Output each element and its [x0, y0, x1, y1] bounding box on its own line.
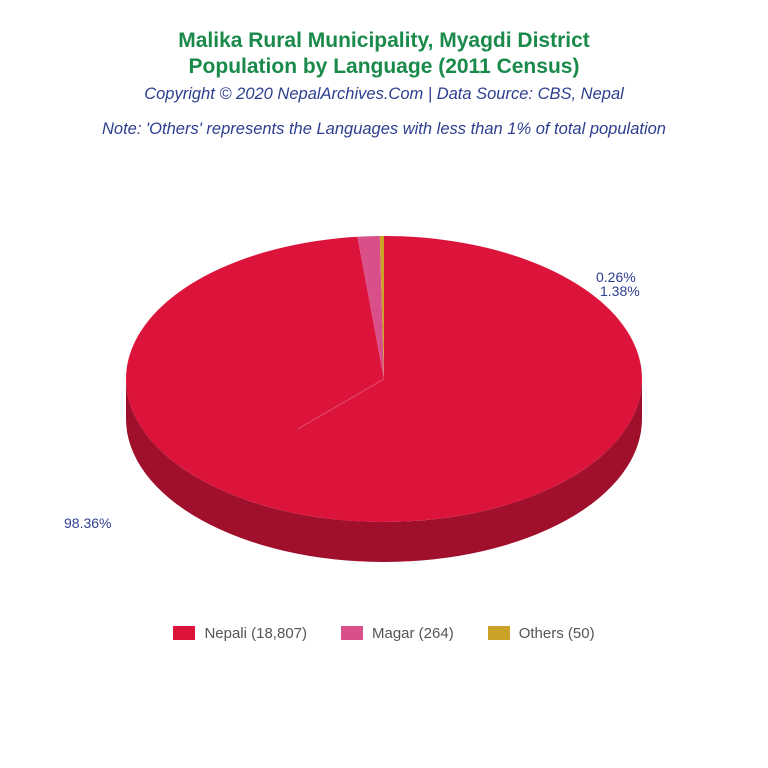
chart-container: Malika Rural Municipality, Myagdi Distri… — [0, 0, 768, 768]
chart-note: Note: 'Others' represents the Languages … — [102, 120, 666, 139]
legend-label: Nepali (18,807) — [204, 625, 307, 642]
legend-swatch — [488, 626, 510, 640]
legend-label: Others (50) — [519, 625, 595, 642]
chart-title-line2: Population by Language (2011 Census) — [189, 54, 580, 80]
pie-svg — [84, 179, 684, 599]
chart-title-line1: Malika Rural Municipality, Myagdi Distri… — [178, 28, 590, 54]
legend-swatch — [341, 626, 363, 640]
legend-item: Nepali (18,807) — [173, 625, 307, 642]
pct-label: 1.38% — [600, 283, 640, 299]
pct-label: 98.36% — [64, 515, 111, 531]
legend: Nepali (18,807) Magar (264) Others (50) — [173, 625, 594, 642]
legend-swatch — [173, 626, 195, 640]
chart-subtitle: Copyright © 2020 NepalArchives.Com | Dat… — [144, 85, 624, 104]
legend-item: Magar (264) — [341, 625, 454, 642]
legend-item: Others (50) — [488, 625, 595, 642]
pie-chart: 98.36%0.26%1.38% — [84, 179, 684, 599]
legend-label: Magar (264) — [372, 625, 454, 642]
